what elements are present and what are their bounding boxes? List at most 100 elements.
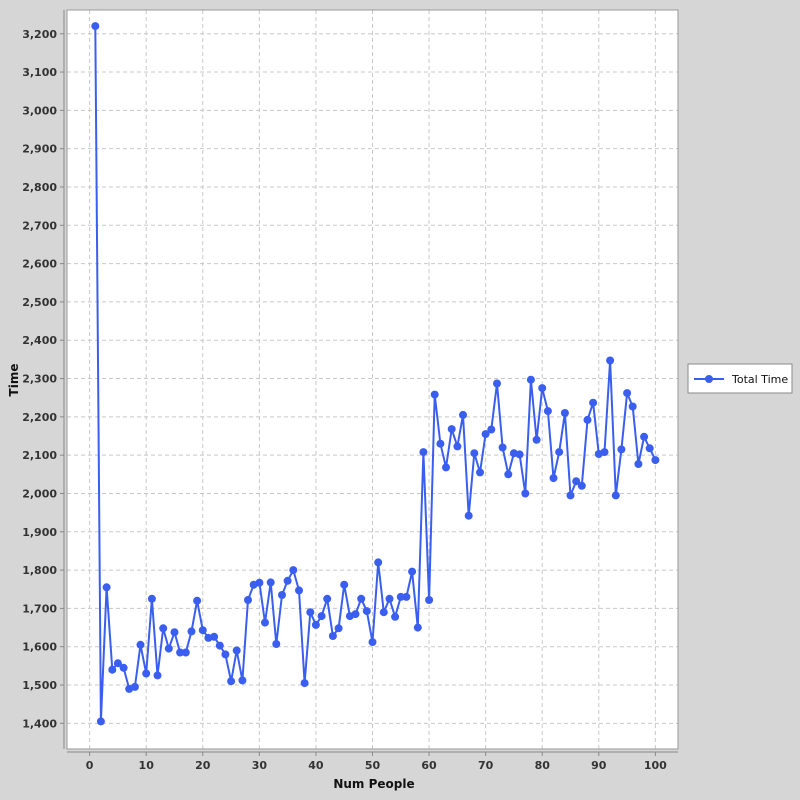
y-tick-label: 2,400 (22, 334, 57, 347)
data-point (232, 646, 241, 655)
data-point (198, 626, 207, 635)
y-tick-label: 3,100 (22, 66, 57, 79)
x-tick-label: 30 (252, 759, 268, 772)
data-point (368, 638, 377, 647)
data-point (261, 618, 269, 627)
y-tick-label: 2,200 (22, 411, 57, 424)
data-point (130, 682, 139, 691)
data-point (334, 624, 343, 633)
data-point (538, 384, 547, 393)
data-point (436, 439, 445, 448)
data-point (244, 596, 252, 604)
y-tick-label: 3,200 (22, 28, 57, 41)
data-point (487, 425, 496, 434)
data-point (221, 650, 230, 659)
data-point (645, 444, 654, 453)
data-point (153, 671, 162, 680)
x-tick-label: 90 (591, 759, 607, 772)
grid-lines (67, 10, 678, 749)
x-tick-label: 80 (535, 759, 551, 772)
data-point (600, 448, 609, 457)
data-point (504, 470, 513, 479)
data-point (272, 640, 281, 648)
x-tick-label: 70 (478, 759, 494, 772)
data-point (374, 558, 383, 567)
data-point (402, 592, 411, 601)
data-point (323, 594, 332, 603)
y-tick-label: 1,700 (22, 602, 57, 615)
x-axis-ticks: 0 10 20 30 40 50 60 70 80 90 100 (86, 752, 667, 772)
y-tick-label: 2,500 (22, 296, 57, 309)
y-tick-label: 3,000 (22, 104, 57, 117)
data-point (430, 390, 439, 399)
series-line (94, 26, 657, 723)
data-point (379, 608, 388, 617)
data-point (317, 612, 326, 621)
data-point (136, 640, 145, 649)
y-tick-label: 2,100 (22, 449, 57, 462)
data-point (611, 491, 620, 500)
data-point (227, 677, 236, 686)
data-point (295, 586, 303, 595)
data-point (425, 596, 434, 604)
y-tick-label: 1,500 (22, 679, 57, 692)
data-point (442, 463, 450, 472)
data-point (413, 623, 422, 632)
data-point (147, 594, 156, 603)
data-point (311, 620, 320, 629)
data-point (193, 596, 202, 605)
data-point (385, 594, 394, 603)
x-axis-title: Num People (333, 777, 414, 791)
data-point (119, 663, 128, 672)
data-point (617, 445, 626, 454)
data-point (328, 632, 337, 640)
data-point (408, 567, 417, 576)
plot-background (67, 10, 678, 749)
data-point (464, 511, 473, 520)
data-point (453, 442, 462, 451)
data-point (91, 22, 100, 31)
data-point (266, 578, 275, 587)
data-point (560, 409, 569, 417)
data-point (640, 432, 649, 441)
y-tick-label: 1,400 (22, 717, 57, 730)
data-point (255, 578, 264, 587)
x-tick-label: 50 (365, 759, 381, 772)
data-point (589, 398, 598, 407)
data-point (340, 580, 349, 589)
data-point (181, 648, 190, 657)
data-point (470, 449, 479, 458)
legend: Total Time (687, 363, 793, 394)
x-tick-label: 100 (644, 759, 667, 772)
legend-swatch-marker (705, 375, 713, 383)
data-point (108, 665, 117, 674)
data-point (164, 644, 173, 653)
x-tick-label: 0 (86, 759, 94, 772)
data-point (532, 435, 541, 444)
data-point (577, 481, 586, 490)
data-point (113, 659, 122, 668)
y-tick-label: 2,900 (22, 143, 57, 156)
data-point (142, 669, 151, 678)
series-total-time (91, 22, 660, 726)
data-point (170, 628, 179, 637)
x-tick-label: 60 (421, 759, 437, 772)
y-axis-ticks: 1,400 1,500 1,600 1,700 1,800 1,900 2,000 2,100… (22, 28, 64, 730)
data-point (187, 627, 196, 636)
data-point (289, 566, 298, 575)
legend-label: Total Time (731, 373, 788, 386)
data-point (159, 624, 168, 633)
data-point (102, 583, 111, 592)
data-point (521, 489, 530, 498)
data-point (306, 608, 315, 617)
data-point (396, 592, 405, 601)
data-point (572, 477, 581, 486)
data-point (391, 612, 400, 621)
y-tick-label: 2,000 (22, 487, 57, 500)
data-point (634, 460, 643, 468)
data-point (351, 610, 360, 619)
y-tick-label: 1,600 (22, 641, 57, 654)
data-point (419, 448, 428, 457)
x-tick-label: 20 (195, 759, 211, 772)
